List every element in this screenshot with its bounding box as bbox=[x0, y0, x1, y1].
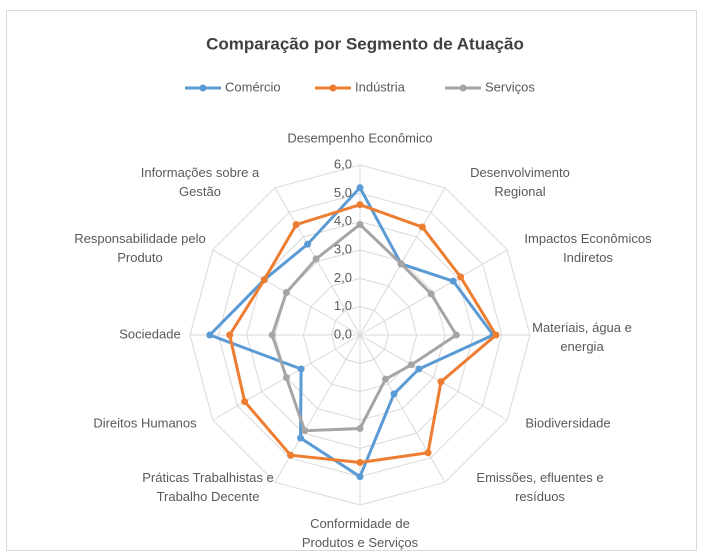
legend-marker bbox=[199, 84, 207, 92]
marker bbox=[297, 365, 305, 373]
marker bbox=[427, 290, 435, 298]
marker bbox=[282, 289, 290, 296]
legend-marker bbox=[459, 84, 467, 92]
r-tick-label: 2,0 bbox=[334, 270, 352, 285]
marker bbox=[356, 184, 364, 192]
chart-title: Comparação por Segmento de Atuação bbox=[206, 34, 524, 53]
marker bbox=[282, 374, 290, 381]
marker bbox=[437, 378, 445, 386]
marker bbox=[382, 375, 389, 383]
category-label: Práticas Trabalhistas e Trabalho Decente bbox=[142, 470, 274, 504]
legend-label: Comércio bbox=[225, 79, 281, 94]
r-tick-label: 3,0 bbox=[334, 241, 352, 256]
marker bbox=[452, 331, 460, 339]
marker bbox=[449, 277, 457, 285]
marker bbox=[390, 390, 398, 398]
category-label: Emissões, efluentes e resíduos bbox=[476, 470, 604, 504]
category-label: Direitos Humanos bbox=[93, 415, 197, 431]
marker bbox=[292, 221, 300, 229]
r-tick-label: 1,0 bbox=[334, 298, 352, 313]
r-tick-label: 5,0 bbox=[334, 185, 352, 200]
marker bbox=[492, 331, 500, 339]
marker bbox=[287, 451, 295, 459]
category-label: Desenvolvimento Regional bbox=[470, 165, 570, 199]
marker bbox=[408, 361, 416, 369]
category-label: Sociedade bbox=[119, 326, 181, 342]
marker bbox=[356, 425, 364, 432]
marker bbox=[260, 276, 268, 284]
category-label: Biodiversidade bbox=[525, 415, 611, 431]
marker bbox=[415, 365, 423, 373]
category-label: Desempenho Econômico bbox=[287, 130, 433, 146]
marker bbox=[397, 260, 405, 268]
marker bbox=[424, 449, 432, 457]
legend-label: Serviços bbox=[485, 79, 535, 94]
marker bbox=[226, 331, 234, 339]
category-label: Informações sobre a Gestão bbox=[140, 165, 260, 199]
marker bbox=[206, 331, 214, 339]
marker bbox=[241, 398, 249, 406]
spoke bbox=[359, 334, 446, 483]
r-tick-label: 0,0 bbox=[334, 326, 352, 341]
r-tick-label: 4,0 bbox=[334, 213, 352, 228]
marker bbox=[356, 201, 364, 209]
r-tick-label: 6,0 bbox=[334, 156, 352, 171]
legend-marker bbox=[329, 84, 337, 92]
marker bbox=[297, 434, 304, 442]
category-label: Impactos Econômicos Indiretos bbox=[524, 231, 652, 265]
marker bbox=[356, 473, 364, 481]
marker bbox=[418, 223, 426, 231]
marker bbox=[356, 221, 364, 228]
legend-label: Indústria bbox=[355, 79, 406, 94]
category-label: Materiais, água e energia bbox=[532, 320, 632, 354]
category-label: Responsabilidade pelo Produto bbox=[74, 231, 206, 265]
category-label: Conformidade de Produtos e Serviços bbox=[301, 516, 419, 550]
marker bbox=[304, 240, 312, 248]
marker bbox=[301, 427, 309, 435]
spoke bbox=[359, 334, 508, 421]
marker bbox=[356, 459, 364, 466]
marker bbox=[312, 255, 320, 263]
marker bbox=[457, 273, 465, 281]
marker bbox=[268, 331, 276, 339]
